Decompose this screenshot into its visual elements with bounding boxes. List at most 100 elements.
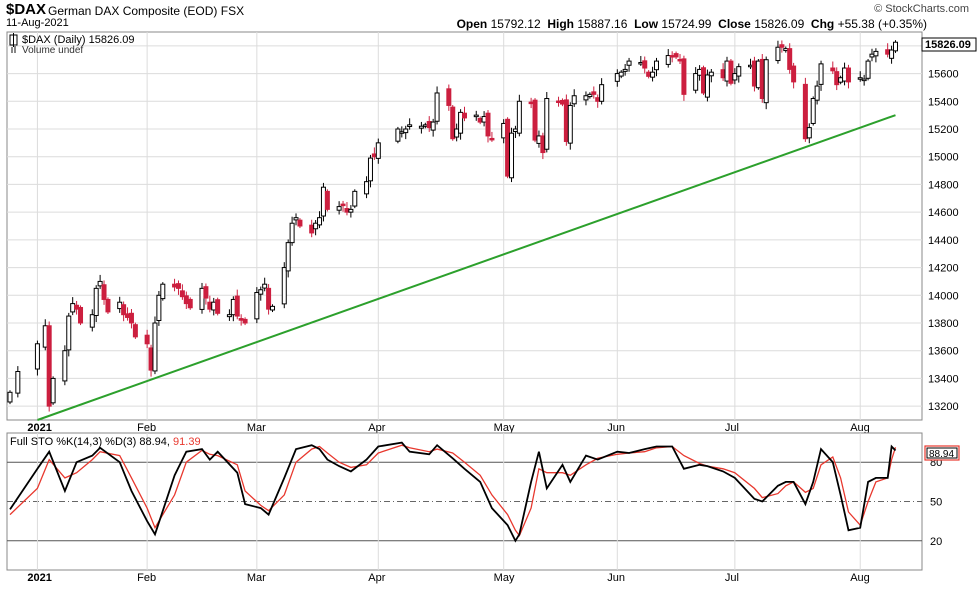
- candle-body: [646, 71, 652, 77]
- candle-body: [830, 67, 836, 72]
- candle-body: [806, 127, 812, 139]
- candle-body: [293, 217, 299, 221]
- sto-value-tag: 88.94: [924, 445, 960, 461]
- candle-body: [46, 325, 52, 407]
- last-price-tag-text: 15826.09: [925, 39, 971, 51]
- candle-body: [701, 67, 707, 94]
- candle-body: [509, 132, 515, 179]
- candle-body: [7, 391, 13, 403]
- candle-body: [865, 60, 871, 79]
- candle-body: [289, 222, 295, 244]
- candle-body: [399, 131, 405, 134]
- price-x-tick-label: Feb: [137, 422, 156, 434]
- candle-body: [128, 312, 134, 324]
- sto-legend-prefix: Full STO %K(14,3) %D(3): [10, 436, 136, 448]
- candle-body: [892, 41, 898, 52]
- candle-body: [15, 371, 21, 394]
- sto-k-line: [9, 441, 897, 543]
- candle-body: [215, 299, 221, 314]
- volume-legend-icon-bar: [14, 44, 16, 53]
- candle-body: [238, 318, 244, 321]
- candle-body: [175, 283, 181, 289]
- candle-body: [556, 100, 562, 104]
- candle-body: [485, 112, 491, 137]
- sto-value-tag-box: [926, 447, 958, 459]
- candle-body: [340, 203, 346, 207]
- candle-body: [618, 71, 624, 77]
- candle-body: [477, 117, 483, 123]
- candle-body: [66, 315, 72, 351]
- ticker-symbol: $DAX: [6, 1, 47, 18]
- instrument-name: German DAX Composite (EOD) FSX: [48, 4, 244, 18]
- candle-body: [78, 306, 84, 324]
- candle-body: [395, 128, 401, 142]
- candle-body: [297, 219, 303, 227]
- price-y-tick-label: 15400: [928, 96, 959, 108]
- candle-body: [779, 44, 785, 48]
- candle-body: [313, 222, 319, 230]
- candle-body: [454, 128, 460, 138]
- sto-x-tick-label: Jun: [607, 572, 625, 584]
- candle-body: [748, 64, 754, 68]
- candle-body: [242, 318, 248, 324]
- price-y-tick-label: 14400: [928, 235, 959, 247]
- candle-body: [732, 73, 738, 81]
- high-label: High: [547, 17, 574, 31]
- candle-body: [802, 83, 808, 140]
- sto-y-tick-label: 50: [930, 497, 942, 509]
- candle-body: [638, 61, 644, 65]
- close-value: 15826.09: [754, 17, 805, 31]
- sto-x-tick-label: Jul: [725, 572, 739, 584]
- price-y-tick-label: 14200: [928, 263, 959, 275]
- exchange-code: FSX: [220, 4, 245, 18]
- candle-body: [234, 295, 240, 317]
- sto-legend-comma: ,: [167, 436, 173, 448]
- candle-body: [885, 49, 891, 55]
- candle-body: [160, 283, 166, 300]
- candle-body: [446, 88, 452, 106]
- candle-body: [501, 122, 507, 139]
- candle-body: [320, 186, 326, 217]
- candle-body: [512, 128, 518, 132]
- candle-body: [89, 314, 95, 328]
- candle-body: [183, 295, 189, 305]
- candle-body: [626, 60, 632, 66]
- candle-body: [418, 125, 424, 129]
- price-candles: [7, 40, 898, 412]
- candle-body: [324, 190, 330, 210]
- candle-body: [665, 55, 671, 65]
- candle-body: [563, 99, 569, 142]
- candle-body: [407, 124, 413, 128]
- candle-body: [187, 298, 193, 309]
- candle-body: [697, 68, 703, 76]
- price-y-tick-label: 13400: [928, 373, 959, 385]
- sto-d-value: 91.39: [173, 436, 201, 448]
- candle-body: [426, 121, 432, 129]
- candle-body: [814, 85, 820, 101]
- candle-body: [838, 77, 844, 83]
- open-value: 15792.12: [490, 17, 541, 31]
- candle-body: [650, 71, 656, 78]
- price-x-tick-label: Jul: [725, 422, 739, 434]
- price-x-axis: 2021 Feb Mar Apr May Jun Jul Aug: [27, 422, 869, 434]
- support-trendline: [37, 114, 896, 421]
- candle-body: [230, 298, 236, 316]
- candle-body: [516, 100, 522, 134]
- candle-body: [587, 93, 593, 98]
- candle-body: [336, 206, 342, 211]
- candle-body: [434, 92, 440, 122]
- candle-body: [845, 67, 851, 83]
- candle-body: [254, 292, 260, 320]
- brand-watermark[interactable]: © StockCharts.com: [874, 3, 969, 15]
- candle-body: [34, 343, 40, 370]
- candle-body: [156, 294, 162, 322]
- candle-body: [759, 58, 765, 100]
- price-legend: $DAX (Daily) 15826.09 Volume undef: [9, 33, 135, 56]
- candle-body: [857, 77, 863, 80]
- candle-body: [450, 106, 456, 140]
- sto-x-tick-label: Feb: [137, 572, 156, 584]
- price-y-tick-label: 15000: [928, 152, 959, 164]
- candle-body: [74, 304, 80, 310]
- price-y-tick-label: 14800: [928, 179, 959, 191]
